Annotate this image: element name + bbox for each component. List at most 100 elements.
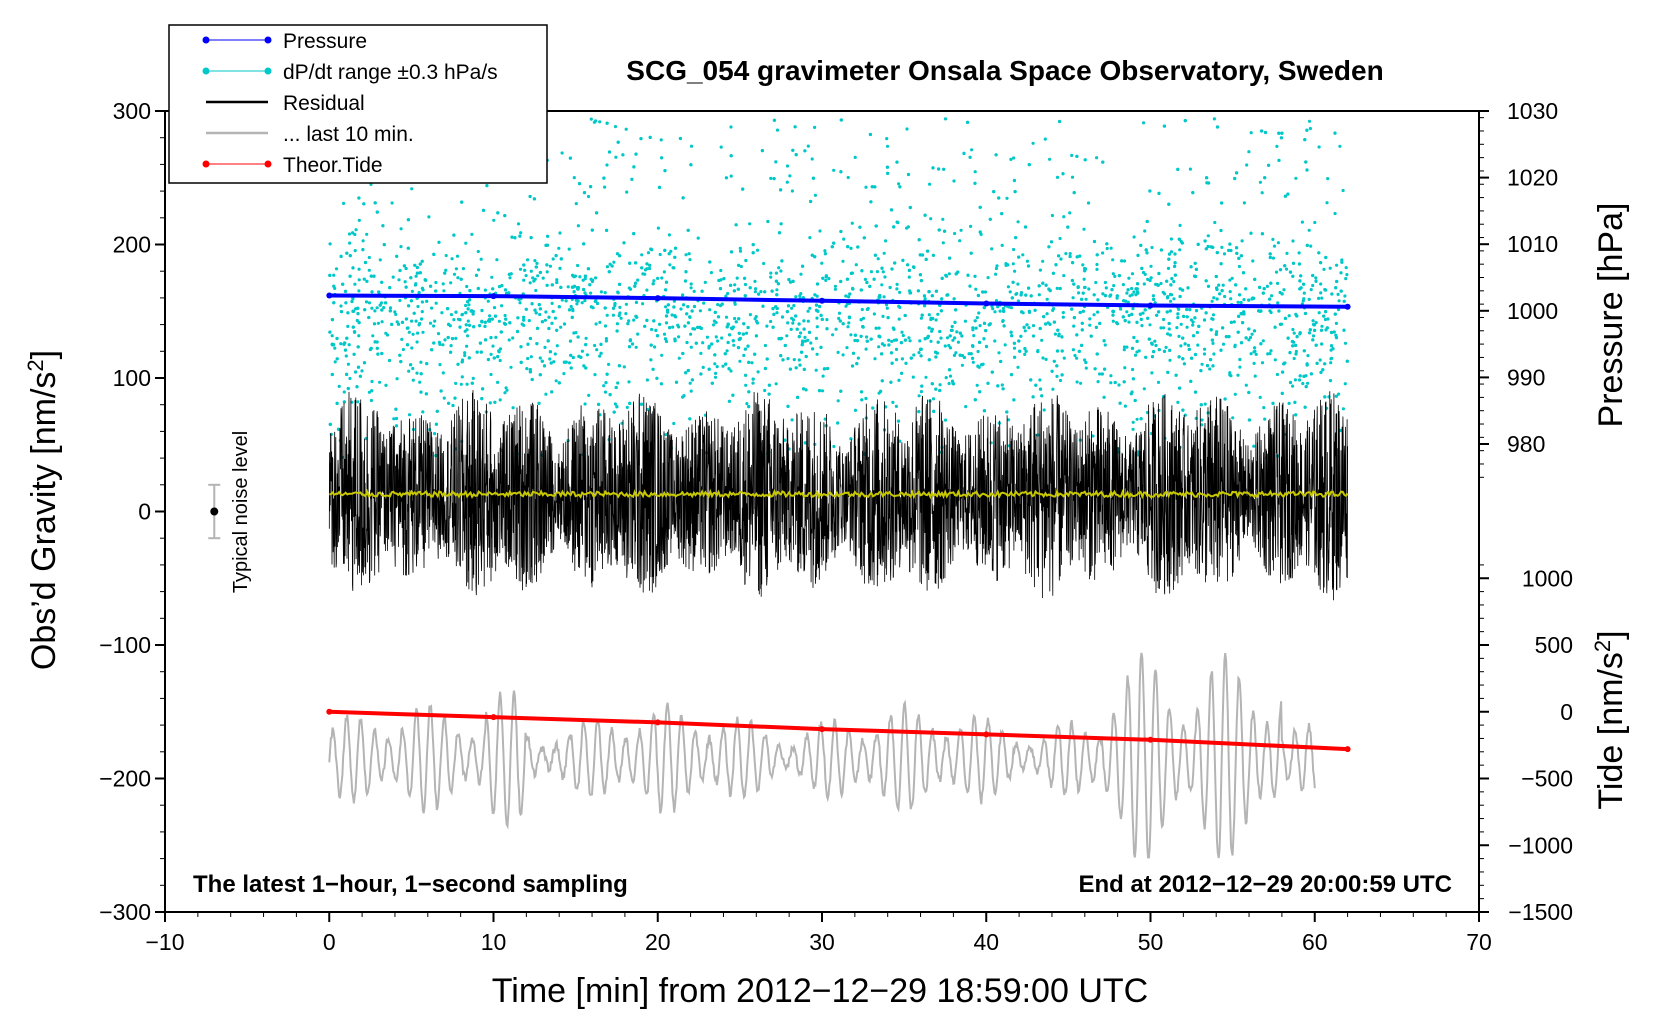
dpdt-dot (344, 301, 348, 305)
dpdt-dot (988, 217, 992, 221)
dpdt-dot (569, 353, 573, 357)
dpdt-dot (947, 272, 951, 276)
dpdt-dot (1247, 327, 1251, 331)
dpdt-dot (664, 339, 669, 344)
pressure-point (983, 300, 990, 307)
dpdt-dot (898, 305, 902, 309)
dpdt-dot (535, 326, 540, 330)
dpdt-dot (1044, 322, 1048, 326)
dpdt-dot (477, 268, 481, 272)
dpdt-dot (1175, 326, 1179, 330)
dpdt-dot (1287, 401, 1291, 405)
dpdt-dot (993, 310, 997, 314)
dpdt-dot (1288, 270, 1293, 274)
dpdt-dot (1017, 339, 1021, 343)
dpdt-dot (726, 291, 730, 296)
dpdt-dot (430, 348, 434, 352)
pressure-point (1147, 302, 1154, 309)
dpdt-dot (1238, 357, 1242, 362)
dpdt-dot (729, 283, 733, 287)
dpdt-dot (788, 174, 792, 178)
dpdt-dot (1276, 301, 1280, 305)
dpdt-dot (465, 382, 469, 386)
dpdt-dot (1294, 343, 1298, 347)
dpdt-dot (1235, 251, 1239, 255)
dpdt-dot (1302, 349, 1306, 353)
dpdt-dot (428, 321, 433, 325)
dpdt-dot (1146, 277, 1150, 281)
dpdt-dot (460, 200, 464, 204)
dpdt-dot (410, 346, 414, 350)
dpdt-dot (1254, 352, 1258, 356)
dpdt-dot (540, 320, 545, 324)
dpdt-dot (1062, 215, 1066, 219)
dpdt-dot (846, 175, 850, 180)
dpdt-dot (964, 405, 968, 409)
dpdt-dot (480, 397, 484, 401)
dpdt-dot (739, 264, 743, 269)
dpdt-dot (726, 340, 730, 345)
dpdt-dot (1211, 364, 1215, 368)
dpdt-dot (1131, 427, 1135, 431)
dpdt-dot (814, 368, 818, 372)
dpdt-dot (1164, 345, 1168, 349)
dpdt-dot (1123, 319, 1127, 323)
dpdt-dot (699, 351, 703, 355)
dpdt-dot (1165, 310, 1169, 314)
dpdt-dot (1157, 348, 1161, 352)
dpdt-dot (819, 345, 823, 349)
dpdt-dot (757, 292, 761, 296)
dpdt-dot (649, 343, 653, 347)
dpdt-dot (731, 393, 735, 397)
dpdt-dot (648, 135, 652, 139)
dpdt-dot (534, 265, 538, 269)
dpdt-dot (971, 344, 975, 348)
dpdt-dot (927, 290, 931, 294)
dpdt-dot (1130, 312, 1134, 316)
dpdt-dot (1178, 248, 1182, 252)
dpdt-dot (613, 302, 617, 306)
dpdt-dot (499, 330, 503, 334)
dpdt-dot (649, 247, 653, 251)
dpdt-dot (685, 312, 689, 316)
dpdt-dot (1095, 352, 1099, 356)
dpdt-dot (1120, 259, 1124, 263)
dpdt-dot (396, 322, 401, 326)
dpdt-dot (931, 253, 936, 257)
dpdt-dot (463, 351, 467, 355)
dpdt-dot (1134, 287, 1138, 291)
dpdt-dot (1041, 259, 1045, 263)
dpdt-dot (770, 289, 774, 293)
dpdt-dot (1221, 283, 1225, 287)
dpdt-dot (562, 372, 566, 376)
dpdt-dot (343, 341, 347, 345)
dpdt-dot (646, 251, 651, 255)
dpdt-dot (919, 390, 924, 394)
dpdt-dot (1215, 297, 1219, 301)
dpdt-dot (907, 336, 911, 340)
y-tick-label: 300 (113, 98, 151, 124)
dpdt-dot (831, 333, 835, 337)
dpdt-dot (1031, 395, 1035, 399)
dpdt-dot (591, 278, 595, 282)
dpdt-dot (567, 308, 572, 312)
dpdt-dot (721, 364, 725, 368)
dpdt-dot (1209, 358, 1213, 362)
dpdt-dot (1321, 368, 1325, 372)
dpdt-dot (1221, 342, 1226, 346)
dpdt-dot (434, 280, 438, 285)
dpdt-dot (1167, 321, 1171, 326)
dpdt-dot (687, 252, 691, 256)
dpdt-dot (628, 261, 632, 265)
dpdt-dot (1319, 261, 1323, 265)
dpdt-dot (890, 339, 894, 343)
dpdt-dot (710, 342, 714, 346)
dpdt-dot (714, 335, 718, 339)
dpdt-dot (917, 351, 921, 355)
dpdt-dot (1130, 272, 1135, 276)
dpdt-dot (825, 318, 829, 322)
dpdt-dot (797, 322, 801, 326)
dpdt-dot (1260, 232, 1264, 236)
dpdt-dot (498, 358, 502, 363)
dpdt-dot (1094, 325, 1098, 329)
